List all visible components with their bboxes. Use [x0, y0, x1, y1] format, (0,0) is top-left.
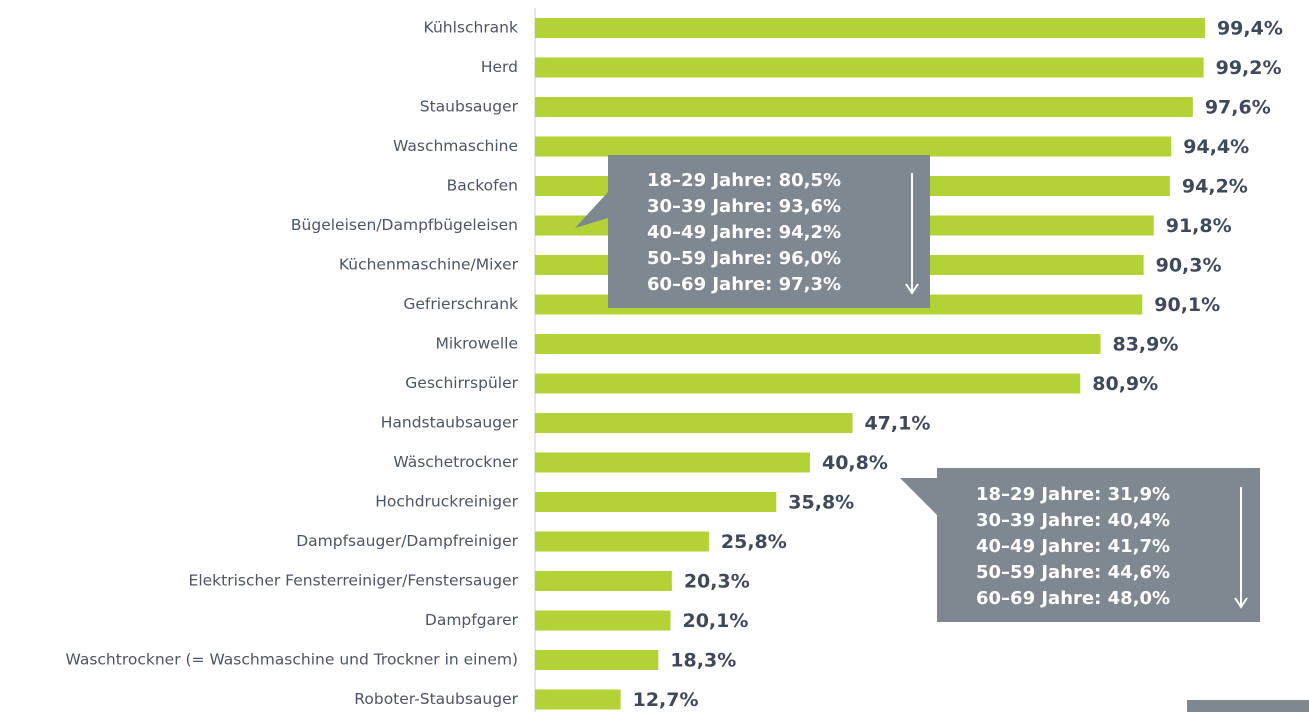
category-label: Küchenmaschine/Mixer — [339, 256, 519, 274]
value-label: 99,2% — [1216, 57, 1282, 79]
callout-arrowhead — [905, 283, 919, 295]
callout-arrowhead — [1234, 597, 1248, 609]
category-label: Wäschetrockner — [393, 453, 518, 471]
category-label: Staubsauger — [420, 98, 519, 116]
bar — [535, 452, 810, 473]
value-label: 35,8% — [788, 492, 854, 514]
bar — [535, 610, 671, 631]
category-label: Elektrischer Fensterreiniger/Fenstersaug… — [189, 572, 519, 590]
category-label: Backofen — [447, 177, 518, 195]
value-label: 25,8% — [721, 531, 787, 553]
value-label: 12,7% — [633, 689, 699, 711]
category-label: Bügeleisen/Dampfbügeleisen — [291, 216, 518, 234]
category-label: Kühlschrank — [424, 19, 518, 37]
callout-text: 60–69 Jahre: 48,0% — [976, 588, 1170, 609]
category-label: Handstaubsauger — [381, 414, 519, 432]
callout-box — [608, 155, 930, 308]
category-label: Mikrowelle — [435, 335, 518, 353]
bar — [535, 413, 853, 433]
bar — [535, 334, 1101, 354]
value-label: 99,4% — [1217, 18, 1283, 40]
value-label: 90,3% — [1156, 255, 1222, 277]
callout-text: 60–69 Jahre: 97,3% — [647, 274, 841, 295]
value-label: 90,1% — [1154, 294, 1220, 316]
value-label: 40,8% — [822, 452, 888, 474]
value-label: 18,3% — [670, 650, 736, 672]
value-label: 94,2% — [1182, 176, 1248, 198]
corner-box — [1187, 700, 1309, 712]
value-label: 80,9% — [1092, 373, 1158, 395]
category-label: Waschtrockner (= Waschmaschine und Trock… — [65, 651, 518, 669]
category-label: Waschmaschine — [393, 137, 518, 155]
bar — [535, 492, 777, 512]
callout-pointer — [900, 478, 937, 515]
category-label: Hochdruckreiniger — [375, 493, 518, 511]
value-label: 20,1% — [682, 610, 748, 632]
bar — [535, 373, 1081, 394]
category-label: Herd — [481, 58, 518, 76]
bar — [535, 650, 659, 670]
callout-text: 50–59 Jahre: 96,0% — [647, 248, 841, 269]
category-label: Dampfgarer — [425, 611, 519, 629]
category-label: Gefrierschrank — [403, 295, 518, 313]
category-label: Geschirrspüler — [405, 374, 518, 392]
bar — [535, 136, 1172, 157]
value-label: 20,3% — [684, 571, 750, 593]
value-label: 47,1% — [864, 413, 930, 435]
value-label: 91,8% — [1166, 215, 1232, 237]
callout-pointer — [575, 192, 608, 228]
value-label: 97,6% — [1205, 97, 1271, 119]
callout-text: 18–29 Jahre: 80,5% — [647, 170, 841, 191]
value-label: 83,9% — [1112, 334, 1178, 356]
category-label: Dampfsauger/Dampfreiniger — [296, 532, 518, 550]
bar — [535, 57, 1204, 78]
category-label: Roboter-Staubsauger — [354, 690, 518, 708]
bar — [535, 689, 621, 710]
callout-text: 40–49 Jahre: 94,2% — [647, 222, 841, 243]
bar — [535, 571, 672, 591]
value-label: 94,4% — [1183, 136, 1249, 158]
callout-text: 30–39 Jahre: 40,4% — [976, 510, 1170, 531]
bar — [535, 97, 1193, 117]
callout-box — [937, 468, 1260, 622]
callout-text: 30–39 Jahre: 93,6% — [647, 196, 841, 217]
bar — [535, 531, 709, 552]
callout-text: 50–59 Jahre: 44,6% — [976, 562, 1170, 583]
bar — [535, 18, 1205, 38]
callout-text: 40–49 Jahre: 41,7% — [976, 536, 1170, 557]
callout-text: 18–29 Jahre: 31,9% — [976, 484, 1170, 505]
